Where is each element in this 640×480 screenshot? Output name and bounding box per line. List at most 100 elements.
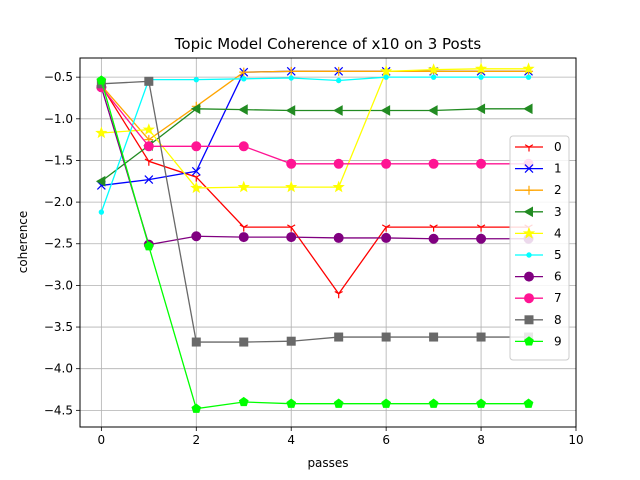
legend-item: 7 xyxy=(515,291,562,305)
data-point-6 xyxy=(381,232,392,243)
data-point-0 xyxy=(381,224,391,232)
data-point-4 xyxy=(474,62,488,75)
data-point-5 xyxy=(525,74,532,80)
data-point-9 xyxy=(523,398,534,408)
legend-marker xyxy=(524,315,534,325)
data-point-7 xyxy=(286,158,297,169)
legend-label: 9 xyxy=(554,334,562,348)
series-0 xyxy=(97,82,533,299)
legend: 0 1 2 3 4 5 6 7 8 9 xyxy=(509,135,570,361)
y-tick-label: −4.5 xyxy=(44,403,73,417)
data-point-4 xyxy=(427,63,440,75)
series-line-3 xyxy=(100,108,529,182)
data-point-2 xyxy=(239,67,249,77)
series-1 xyxy=(96,66,533,190)
legend-item: 1 xyxy=(515,162,562,176)
data-point-9 xyxy=(238,396,249,407)
legend-label: 1 xyxy=(554,162,562,176)
data-point-5 xyxy=(430,74,437,80)
data-point-6 xyxy=(333,232,344,243)
x-tick-label: 10 xyxy=(568,433,583,447)
data-point-3 xyxy=(95,175,106,187)
x-tick-label: 6 xyxy=(382,433,390,447)
legend-label: 8 xyxy=(554,313,562,327)
x-axis-title: passes xyxy=(307,456,348,470)
data-point-3 xyxy=(523,103,533,115)
legend-marker xyxy=(524,293,534,304)
data-point-2 xyxy=(286,66,296,76)
x-tick-label: 2 xyxy=(192,433,200,447)
data-point-4 xyxy=(522,62,535,75)
data-point-3 xyxy=(238,104,248,115)
legend-item: 0 xyxy=(515,140,562,154)
data-point-3 xyxy=(333,105,343,116)
data-point-4 xyxy=(332,180,345,193)
data-point-0 xyxy=(144,158,154,166)
data-point-9 xyxy=(286,398,297,408)
data-point-5 xyxy=(193,76,199,83)
data-point-9 xyxy=(381,398,392,408)
data-point-9 xyxy=(428,398,439,408)
legend-marker xyxy=(524,185,534,195)
data-point-9 xyxy=(333,398,344,408)
series-layer xyxy=(95,62,535,413)
legend-label: 5 xyxy=(554,248,562,262)
series-line-8 xyxy=(101,80,529,343)
data-point-8 xyxy=(144,76,154,86)
data-point-3 xyxy=(190,103,201,115)
data-point-6 xyxy=(238,232,249,243)
data-point-4 xyxy=(285,180,298,193)
y-tick-label: −3.5 xyxy=(44,320,73,334)
data-point-5 xyxy=(335,77,342,84)
y-tick-label: −2.0 xyxy=(44,195,73,209)
data-point-7 xyxy=(381,158,392,169)
y-tick-label: −4.0 xyxy=(44,362,73,376)
data-point-9 xyxy=(96,75,107,85)
legend-marker xyxy=(524,164,534,174)
data-point-4 xyxy=(380,64,393,77)
data-point-5 xyxy=(98,209,105,215)
legend-item: 8 xyxy=(515,313,562,327)
data-point-9 xyxy=(191,403,202,413)
legend-label: 6 xyxy=(554,270,562,284)
series-line-9 xyxy=(100,80,529,410)
data-point-1 xyxy=(191,166,201,176)
legend-marker xyxy=(524,271,534,282)
legend-marker xyxy=(526,252,532,258)
legend-item: 5 xyxy=(515,248,562,262)
series-line-2 xyxy=(100,70,529,141)
data-point-6 xyxy=(286,232,297,243)
series-9 xyxy=(96,75,534,413)
data-point-6 xyxy=(191,231,202,242)
y-tick-label: −1.0 xyxy=(44,112,73,126)
series-8 xyxy=(96,76,534,347)
data-point-5 xyxy=(478,74,484,80)
data-point-0 xyxy=(334,290,343,299)
chart-title: Topic Model Coherence of x10 on 3 Posts xyxy=(174,35,482,53)
legend-marker xyxy=(524,144,534,152)
legend-box xyxy=(509,135,570,361)
data-point-4 xyxy=(95,126,108,139)
data-point-1 xyxy=(144,175,154,185)
legend-label: 2 xyxy=(554,183,562,197)
legend-item: 2 xyxy=(515,183,562,197)
data-point-5 xyxy=(241,76,247,82)
legend-label: 4 xyxy=(554,226,562,240)
legend-item: 4 xyxy=(515,226,562,240)
data-point-7 xyxy=(143,141,154,152)
legend-item: 6 xyxy=(515,270,562,284)
legend-marker xyxy=(524,336,534,346)
plot-frame xyxy=(79,57,577,428)
data-point-8 xyxy=(239,337,249,347)
data-point-0 xyxy=(239,224,248,232)
data-point-0 xyxy=(476,224,486,232)
data-point-6 xyxy=(428,233,439,244)
data-point-0 xyxy=(429,224,438,232)
data-point-3 xyxy=(428,105,438,116)
series-line-0 xyxy=(100,85,529,295)
data-point-8 xyxy=(191,337,201,347)
data-point-8 xyxy=(334,332,344,342)
y-tick-label: −2.5 xyxy=(44,237,73,251)
legend-label: 3 xyxy=(554,205,562,219)
